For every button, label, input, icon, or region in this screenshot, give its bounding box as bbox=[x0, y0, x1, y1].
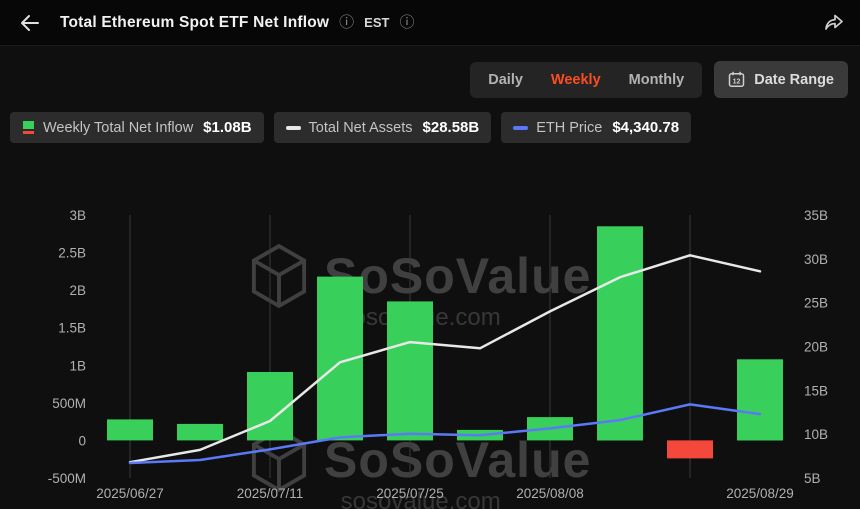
tab-monthly[interactable]: Monthly bbox=[615, 66, 699, 94]
chart-legend: Weekly Total Net Inflow $1.08B Total Net… bbox=[10, 112, 692, 143]
x-axis-label: 2025/08/08 bbox=[516, 486, 584, 501]
axis-tick-label: 500M bbox=[52, 396, 86, 411]
inflow-bar[interactable] bbox=[597, 226, 643, 441]
line-series[interactable] bbox=[128, 254, 762, 464]
combo-chart: 3B 2.5B 2B 1.5B 1B 500M 0 -500M 35B 30B 25B 20B 15B 1… bbox=[48, 208, 828, 501]
share-icon bbox=[825, 14, 843, 30]
inflow-bar[interactable] bbox=[667, 440, 713, 459]
inflow-bar[interactable] bbox=[107, 419, 153, 441]
axis-tick-label: 5B bbox=[804, 471, 821, 486]
axis-tick-label: 0 bbox=[78, 433, 86, 448]
axis-tick-label: 2B bbox=[69, 283, 86, 298]
x-axis-label: 2025/07/11 bbox=[237, 486, 304, 501]
back-button[interactable] bbox=[16, 10, 42, 36]
white-line-icon bbox=[285, 125, 301, 130]
inflow-bar[interactable] bbox=[177, 423, 223, 441]
legend-value: $28.58B bbox=[422, 119, 480, 136]
svg-text:12: 12 bbox=[733, 79, 741, 86]
tab-daily[interactable]: Daily bbox=[474, 66, 537, 94]
date-range-button[interactable]: 12 Date Range bbox=[714, 61, 848, 98]
info-icon[interactable]: ⓘ bbox=[339, 14, 355, 31]
axis-tick-label: -500M bbox=[48, 471, 86, 486]
green-bar-icon bbox=[23, 121, 34, 134]
axis-tick-label: 25B bbox=[804, 296, 828, 311]
legend-label: ETH Price bbox=[536, 119, 603, 136]
axis-tick-label: 1.5B bbox=[58, 321, 86, 336]
timezone-label: EST bbox=[364, 15, 390, 30]
axis-tick-label: 15B bbox=[804, 383, 828, 398]
axis-tick-label: 2.5B bbox=[58, 246, 86, 261]
x-axis-label: 2025/07/25 bbox=[376, 486, 444, 501]
axis-tick-label: 1B bbox=[69, 358, 86, 373]
inflow-bar[interactable] bbox=[247, 372, 293, 441]
axis-tick-label: 3B bbox=[69, 208, 86, 223]
date-range-label: Date Range bbox=[754, 71, 834, 88]
legend-value: $4,340.78 bbox=[612, 119, 680, 136]
axis-tick-label: 35B bbox=[804, 208, 828, 223]
legend-item-eth-price[interactable]: ETH Price $4,340.78 bbox=[501, 112, 692, 143]
back-arrow-icon bbox=[21, 14, 39, 31]
inflow-bar[interactable] bbox=[387, 301, 433, 441]
legend-item-net-inflow[interactable]: Weekly Total Net Inflow $1.08B bbox=[10, 112, 264, 143]
page-title: Total Ethereum Spot ETF Net Inflow bbox=[60, 13, 330, 31]
legend-label: Total Net Assets bbox=[308, 119, 413, 136]
blue-line-icon bbox=[513, 125, 529, 130]
legend-item-net-assets[interactable]: Total Net Assets $28.58B bbox=[273, 112, 492, 143]
inflow-bar[interactable] bbox=[737, 359, 783, 441]
calendar-icon: 12 bbox=[728, 71, 745, 87]
interval-tab-group: Daily Weekly Monthly bbox=[470, 61, 703, 98]
x-axis-label: 2025/08/29 bbox=[726, 486, 794, 501]
axis-tick-label: 30B bbox=[804, 252, 828, 267]
legend-label: Weekly Total Net Inflow bbox=[43, 119, 194, 136]
axis-tick-label: 10B bbox=[804, 427, 828, 442]
x-axis-label: 2025/06/27 bbox=[96, 486, 164, 501]
axis-tick-label: 20B bbox=[804, 340, 828, 355]
header-bar: Total Ethereum Spot ETF Net Inflow ⓘ EST… bbox=[0, 0, 860, 46]
tab-weekly[interactable]: Weekly bbox=[537, 66, 615, 94]
chart-controls: Daily Weekly Monthly 12 Date Range bbox=[470, 61, 848, 98]
share-button[interactable] bbox=[822, 12, 844, 34]
line-series[interactable] bbox=[128, 403, 762, 465]
legend-value: $1.08B bbox=[203, 119, 252, 136]
info-icon[interactable]: ⓘ bbox=[399, 14, 415, 31]
